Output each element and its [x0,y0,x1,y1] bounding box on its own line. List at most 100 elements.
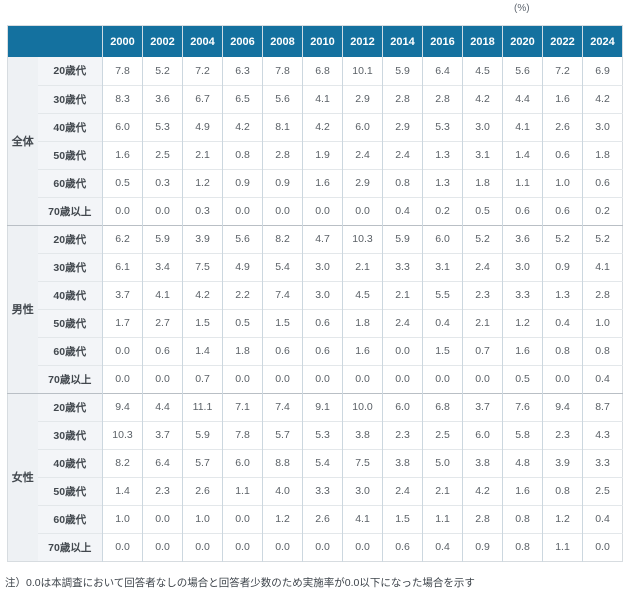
unit-label: (%) [514,3,530,14]
value-cell: 1.0 [182,504,223,533]
value-cell: 4.5 [462,57,503,85]
table-row: 30歳代 8.3 3.6 6.7 6.5 5.6 4.1 2.9 2.8 2.8 4.2 4.4 1.6… [8,84,623,113]
table-corner-cell [7,25,103,57]
value-cell: 1.6 [302,168,343,197]
value-cell: 10.3 [342,224,383,253]
value-cell: 0.0 [142,196,183,225]
value-cell: 2.8 [422,84,463,113]
value-cell: 0.6 [262,336,303,365]
value-cell: 3.9 [182,224,223,253]
value-cell: 6.2 [102,224,143,253]
value-cell: 1.5 [262,308,303,337]
value-cell: 5.4 [302,448,343,477]
value-cell: 2.3 [542,420,583,449]
value-cell: 5.3 [142,112,183,141]
value-cell: 0.4 [582,364,623,393]
value-cell: 7.8 [222,420,263,449]
value-cell: 8.7 [582,392,623,421]
value-cell: 2.6 [182,476,223,505]
value-cell: 0.8 [222,140,263,169]
value-cell: 9.1 [302,392,343,421]
value-cell: 4.9 [222,252,263,281]
value-cell: 4.2 [222,112,263,141]
value-cell: 3.7 [142,420,183,449]
value-cell: 2.4 [462,252,503,281]
value-cell: 0.0 [222,364,263,393]
value-cell: 2.8 [462,504,503,533]
table-row: 40歳代 8.2 6.4 5.7 6.0 8.8 5.4 7.5 3.8 5.0 3.8 4.8 3.9… [8,448,623,477]
value-cell: 1.1 [502,168,543,197]
value-cell: 0.4 [542,308,583,337]
value-cell: 2.5 [582,476,623,505]
value-cell: 4.1 [302,84,343,113]
value-cell: 0.0 [182,532,223,561]
value-cell: 0.0 [142,532,183,561]
value-cell: 1.1 [542,532,583,561]
value-cell: 10.1 [342,57,383,85]
year-header: 2002 [142,25,183,57]
value-cell: 6.0 [222,448,263,477]
age-label: 50歳代 [37,140,103,169]
value-cell: 3.0 [502,252,543,281]
value-cell: 8.3 [102,84,143,113]
value-cell: 0.0 [142,364,183,393]
table-header: 2000 2002 2004 2006 2008 2010 2012 2014 2016 2018… [7,25,623,57]
value-cell: 4.2 [462,84,503,113]
value-cell: 0.3 [142,168,183,197]
value-cell: 3.3 [582,448,623,477]
value-cell: 6.4 [142,448,183,477]
value-cell: 2.4 [382,308,423,337]
value-cell: 2.1 [182,140,223,169]
value-cell: 1.5 [382,504,423,533]
value-cell: 1.2 [262,504,303,533]
value-cell: 3.9 [542,448,583,477]
value-cell: 6.8 [302,57,343,85]
value-cell: 10.3 [102,420,143,449]
value-cell: 7.5 [182,252,223,281]
age-label: 40歳代 [37,448,103,477]
value-cell: 0.3 [182,196,223,225]
value-cell: 7.1 [222,392,263,421]
value-cell: 3.6 [142,84,183,113]
value-cell: 6.0 [382,392,423,421]
age-label: 30歳代 [37,84,103,113]
value-cell: 1.8 [342,308,383,337]
value-cell: 6.0 [342,112,383,141]
value-cell: 4.2 [462,476,503,505]
table-row: 60歳代 0.5 0.3 1.2 0.9 0.9 1.6 2.9 0.8 1.3 1.8 1.1 1.0… [8,168,623,197]
value-cell: 1.4 [502,140,543,169]
age-label: 60歳代 [37,504,103,533]
value-cell: 1.0 [582,308,623,337]
value-cell: 0.8 [542,476,583,505]
value-cell: 0.0 [102,336,143,365]
value-cell: 3.8 [342,420,383,449]
value-cell: 5.2 [542,224,583,253]
value-cell: 2.1 [382,280,423,309]
value-cell: 1.8 [462,168,503,197]
value-cell: 5.2 [142,57,183,85]
value-cell: 3.3 [382,252,423,281]
value-cell: 5.6 [222,224,263,253]
value-cell: 8.8 [262,448,303,477]
value-cell: 2.5 [422,420,463,449]
value-cell: 8.2 [262,224,303,253]
table-row: 女性 20歳代 9.4 4.4 11.1 7.1 7.4 9.1 10.0 6.0 6.8 3.7 7.… [7,392,623,561]
age-label: 70歳以上 [37,532,103,561]
value-cell: 0.0 [222,532,263,561]
value-cell: 3.4 [142,252,183,281]
value-cell: 1.5 [182,308,223,337]
value-cell: 3.0 [302,252,343,281]
value-cell: 4.4 [502,84,543,113]
value-cell: 0.4 [422,308,463,337]
value-cell: 0.6 [542,196,583,225]
table-row: 40歳代 3.7 4.1 4.2 2.2 7.4 3.0 4.5 2.1 5.5 2.3 3.3 1.3… [8,280,623,309]
age-label: 50歳代 [37,476,103,505]
value-cell: 2.4 [382,140,423,169]
age-label: 30歳代 [37,420,103,449]
value-cell: 2.8 [262,140,303,169]
value-cell: 2.8 [582,280,623,309]
value-cell: 0.0 [342,196,383,225]
value-cell: 0.0 [382,336,423,365]
value-cell: 0.0 [382,364,423,393]
year-header: 2006 [222,25,263,57]
